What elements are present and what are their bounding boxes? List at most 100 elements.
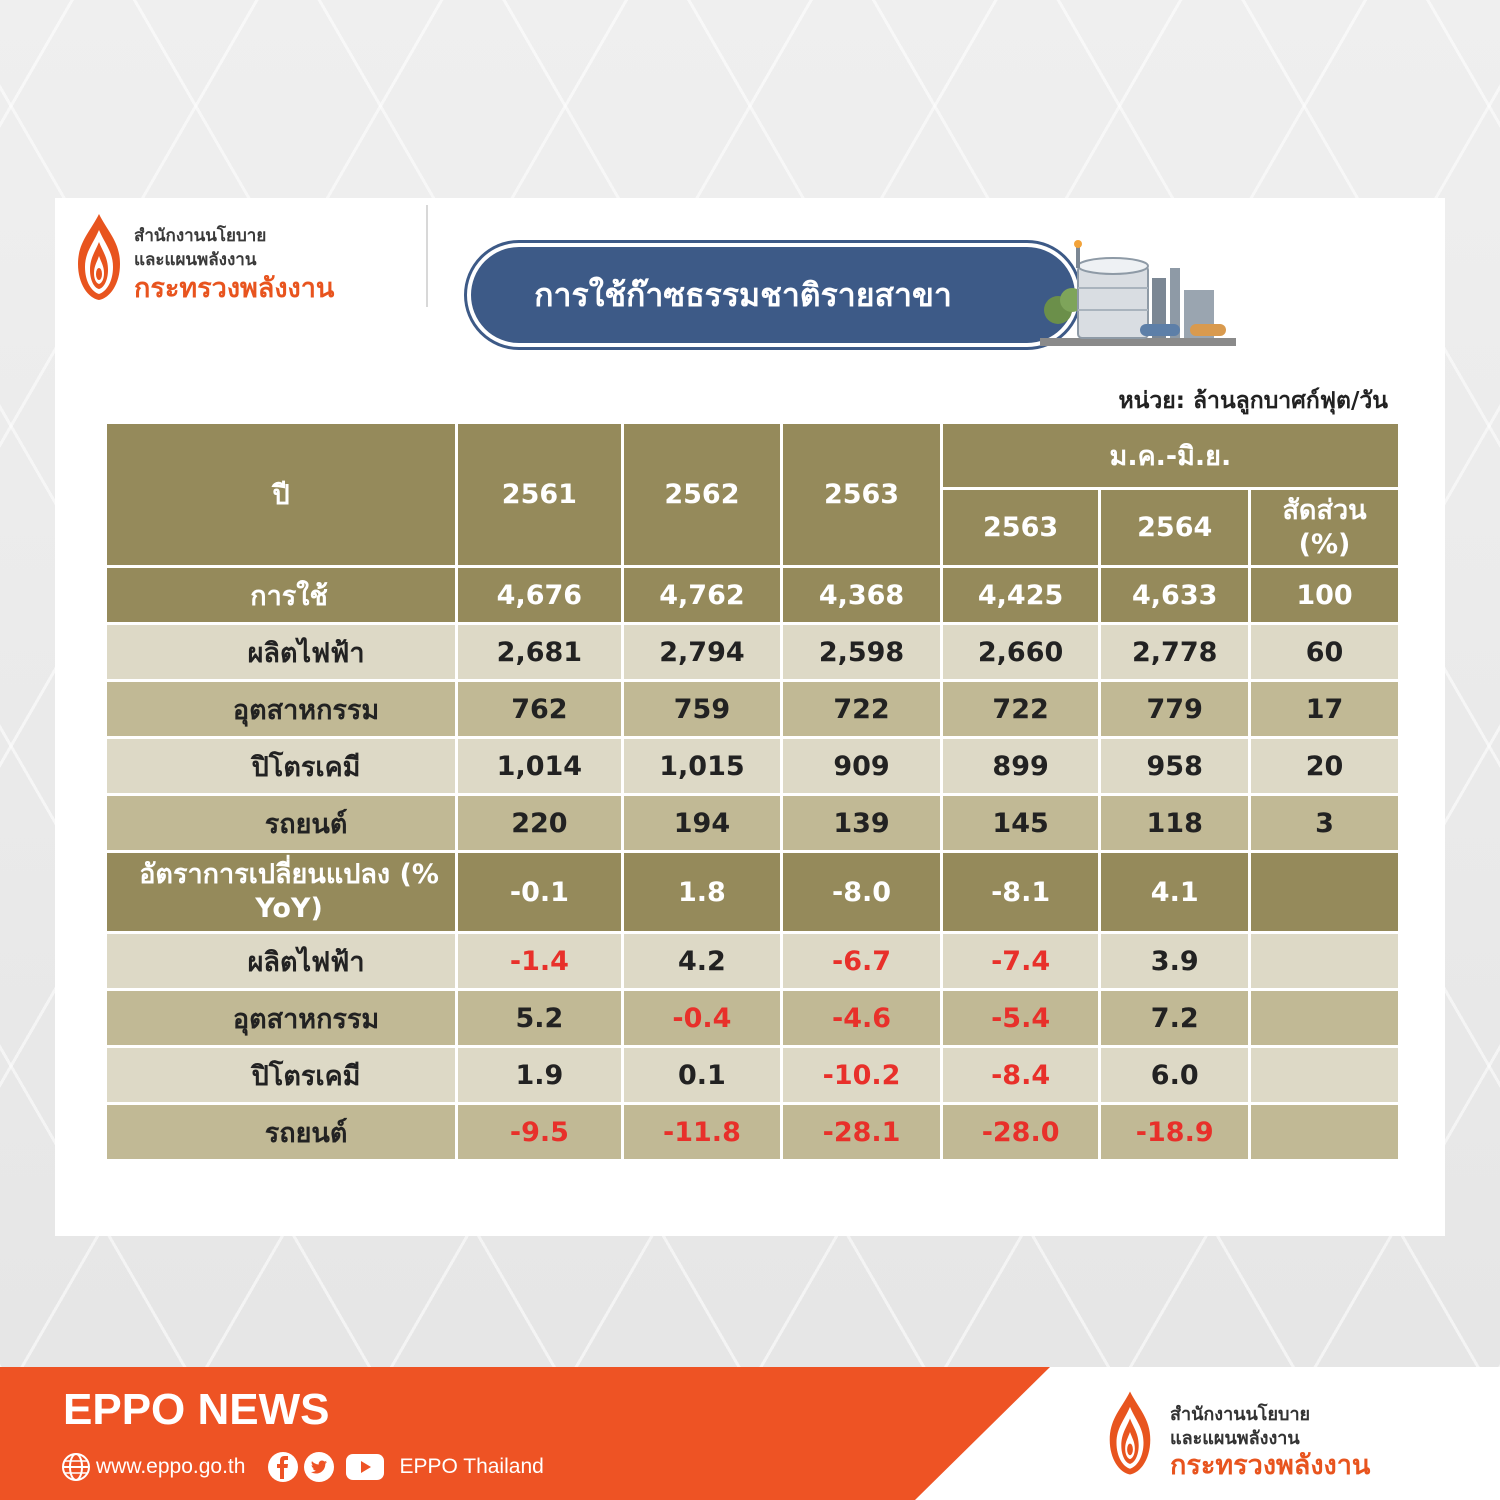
table-subheader-row: 2563 2564 สัดส่วน (%): [106, 487, 1401, 568]
table-cell: 1.9: [455, 1045, 624, 1105]
row-label: อุตสาหกรรม: [103, 679, 459, 739]
table-cell: -8.4: [939, 1045, 1102, 1105]
table-row: อัตราการเปลี่ยนแปลง (% YoY) -0.1 1.8 -8.0 -8…: [103, 850, 1401, 934]
row-label: ปิโตรเคมี: [103, 1045, 459, 1105]
table-cell: -10.2: [780, 1045, 943, 1105]
header-year-label: ปี: [103, 421, 459, 568]
table-row: ผลิตไฟฟ้า 2,681 2,794 2,598 2,660 2,778 60: [103, 622, 1401, 682]
eppo-logo: สำนักงานนโยบาย และแผนพลังงาน กระทรวงพลัง…: [70, 210, 430, 310]
table-cell: -7.4: [939, 931, 1102, 991]
table-cell: 4.2: [620, 931, 784, 991]
table-cell: [1248, 1045, 1401, 1105]
table-cell: -5.4: [939, 988, 1102, 1048]
table-cell: 4.1: [1098, 850, 1252, 934]
table-cell: 60: [1248, 622, 1401, 682]
table-cell: 722: [780, 679, 943, 739]
table-row: ปิโตรเคมี 1.9 0.1 -10.2 -8.4 6.0: [103, 1045, 1401, 1105]
row-label: อัตราการเปลี่ยนแปลง (% YoY): [103, 850, 459, 934]
table-cell: 762: [455, 679, 624, 739]
twitter-icon[interactable]: [303, 1451, 335, 1483]
header-period: ม.ค.-มิ.ย.: [939, 421, 1402, 490]
table-header-row: ปี 2561 2562 2563 ม.ค.-มิ.ย.: [103, 421, 1402, 568]
row-label: การใช้: [103, 565, 459, 625]
header-2561: 2561: [455, 421, 624, 568]
row-label: รถยนต์: [103, 793, 459, 853]
youtube-icon[interactable]: [345, 1451, 385, 1483]
table-cell: 1,014: [455, 736, 624, 796]
table-cell: [1248, 988, 1401, 1048]
table-cell: 17: [1248, 679, 1401, 739]
table-cell: -9.5: [455, 1102, 624, 1162]
row-label: อุตสาหกรรม: [103, 988, 459, 1048]
table-cell: 118: [1098, 793, 1252, 853]
table-cell: 2,660: [939, 622, 1102, 682]
table-cell: -0.1: [455, 850, 624, 934]
table-row: รถยนต์ -9.5 -11.8 -28.1 -28.0 -18.9: [103, 1102, 1401, 1162]
table-row: รถยนต์ 220 194 139 145 118 3: [103, 793, 1401, 853]
social-name: EPPO Thailand: [399, 1455, 544, 1478]
flame-logo-icon: [1109, 1391, 1151, 1475]
table-cell: -6.7: [780, 931, 943, 991]
table-cell: 2,778: [1098, 622, 1252, 682]
table-cell: 0.1: [620, 1045, 784, 1105]
table-cell: 759: [620, 679, 784, 739]
table-cell: 4,633: [1098, 565, 1252, 625]
table-cell: [1248, 1102, 1401, 1162]
table-cell: 2,794: [620, 622, 784, 682]
table-cell: 779: [1098, 679, 1252, 739]
table-cell: 899: [939, 736, 1102, 796]
table-cell: 2,598: [780, 622, 943, 682]
table-cell: -11.8: [620, 1102, 784, 1162]
table-cell: -28.1: [780, 1102, 943, 1162]
page-title: การใช้ก๊าซธรรมชาติรายสาขา: [467, 243, 1079, 347]
table-cell: -1.4: [455, 931, 624, 991]
table-cell: [1248, 850, 1401, 934]
header-2562: 2562: [620, 421, 784, 568]
footer-logo-line1: สำนักงานนโยบาย: [1170, 1404, 1311, 1425]
table-cell: 4,368: [780, 565, 943, 625]
table-cell: -18.9: [1098, 1102, 1252, 1162]
table-row: อุตสาหกรรม 762 759 722 722 779 17: [103, 679, 1401, 739]
table-cell: 722: [939, 679, 1102, 739]
table-cell: 100: [1248, 565, 1401, 625]
eppo-footer-logo: สำนักงานนโยบาย และแผนพลังงาน กระทรวงพลัง…: [1100, 1385, 1480, 1485]
footer-logo-line2: และแผนพลังงาน: [1170, 1428, 1300, 1449]
table-cell: 4,676: [455, 565, 624, 625]
logo-line2: และแผนพลังงาน: [134, 250, 257, 270]
facebook-icon[interactable]: [267, 1451, 299, 1483]
footer-banner: [0, 1367, 1050, 1500]
header-period-2564: 2564: [1098, 487, 1252, 568]
table-cell: 3: [1248, 793, 1401, 853]
table-cell: 7.2: [1098, 988, 1252, 1048]
row-label: รถยนต์: [103, 1102, 459, 1162]
table-cell: 20: [1248, 736, 1401, 796]
row-label: ผลิตไฟฟ้า: [103, 931, 459, 991]
header-share: สัดส่วน (%): [1248, 487, 1401, 568]
table-cell: 4,762: [620, 565, 784, 625]
footer: EPPO NEWS www.eppo.go.th EPPO Thailand: [0, 1367, 1500, 1500]
table-cell: -0.4: [620, 988, 784, 1048]
table-cell: -28.0: [939, 1102, 1102, 1162]
news-title: EPPO NEWS: [63, 1385, 330, 1434]
gas-plant-illustration-icon: [1040, 240, 1236, 346]
table-cell: 958: [1098, 736, 1252, 796]
table-cell: 3.9: [1098, 931, 1252, 991]
unit-label: หน่วย: ล้านลูกบาศก์ฟุต/วัน: [1118, 388, 1388, 414]
website-link[interactable]: www.eppo.go.th: [96, 1455, 246, 1478]
table-cell: 909: [780, 736, 943, 796]
logo-divider: [426, 205, 428, 307]
table-cell: -4.6: [780, 988, 943, 1048]
table-cell: [1248, 931, 1401, 991]
table-cell: 1,015: [620, 736, 784, 796]
table-cell: 145: [939, 793, 1102, 853]
page-title-text: การใช้ก๊าซธรรมชาติรายสาขา: [534, 275, 952, 314]
table-cell: -8.0: [780, 850, 943, 934]
gas-usage-table: ปี 2561 2562 2563 ม.ค.-มิ.ย. 2563 2564 ส…: [103, 421, 1402, 1162]
globe-icon: [60, 1451, 92, 1483]
row-label: ปิโตรเคมี: [103, 736, 459, 796]
footer-logo-line3: กระทรวงพลังงาน: [1170, 1450, 1371, 1481]
table-row: การใช้ 4,676 4,762 4,368 4,425 4,633 100: [103, 565, 1401, 625]
header-period-2563: 2563: [939, 487, 1102, 568]
table-cell: 4,425: [939, 565, 1102, 625]
table-cell: 5.2: [455, 988, 624, 1048]
